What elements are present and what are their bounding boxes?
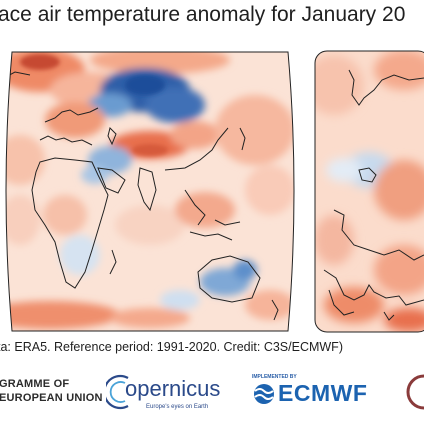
world-anomaly-map xyxy=(5,51,295,332)
europe-anomaly-map xyxy=(314,50,424,333)
copernicus-tagline: Europe's eyes on Earth xyxy=(146,404,209,410)
ecmwf-logo-icon xyxy=(254,384,274,404)
map-title: ace air temperature anomaly for January … xyxy=(0,3,406,26)
ecmwf-wordmark: ECMWF xyxy=(278,380,368,406)
implemented-by-label: IMPLEMENTED BY xyxy=(252,374,297,380)
copernicus-wordmark: opernicus xyxy=(125,376,221,401)
copernicus-logo-icon xyxy=(106,374,129,410)
eu-flag-icon xyxy=(406,374,424,410)
data-credit: ta: ERA5. Reference period: 1991-2020. C… xyxy=(0,340,343,354)
eu-programme-label: GRAMME OF EUROPEAN UNION xyxy=(0,378,103,404)
